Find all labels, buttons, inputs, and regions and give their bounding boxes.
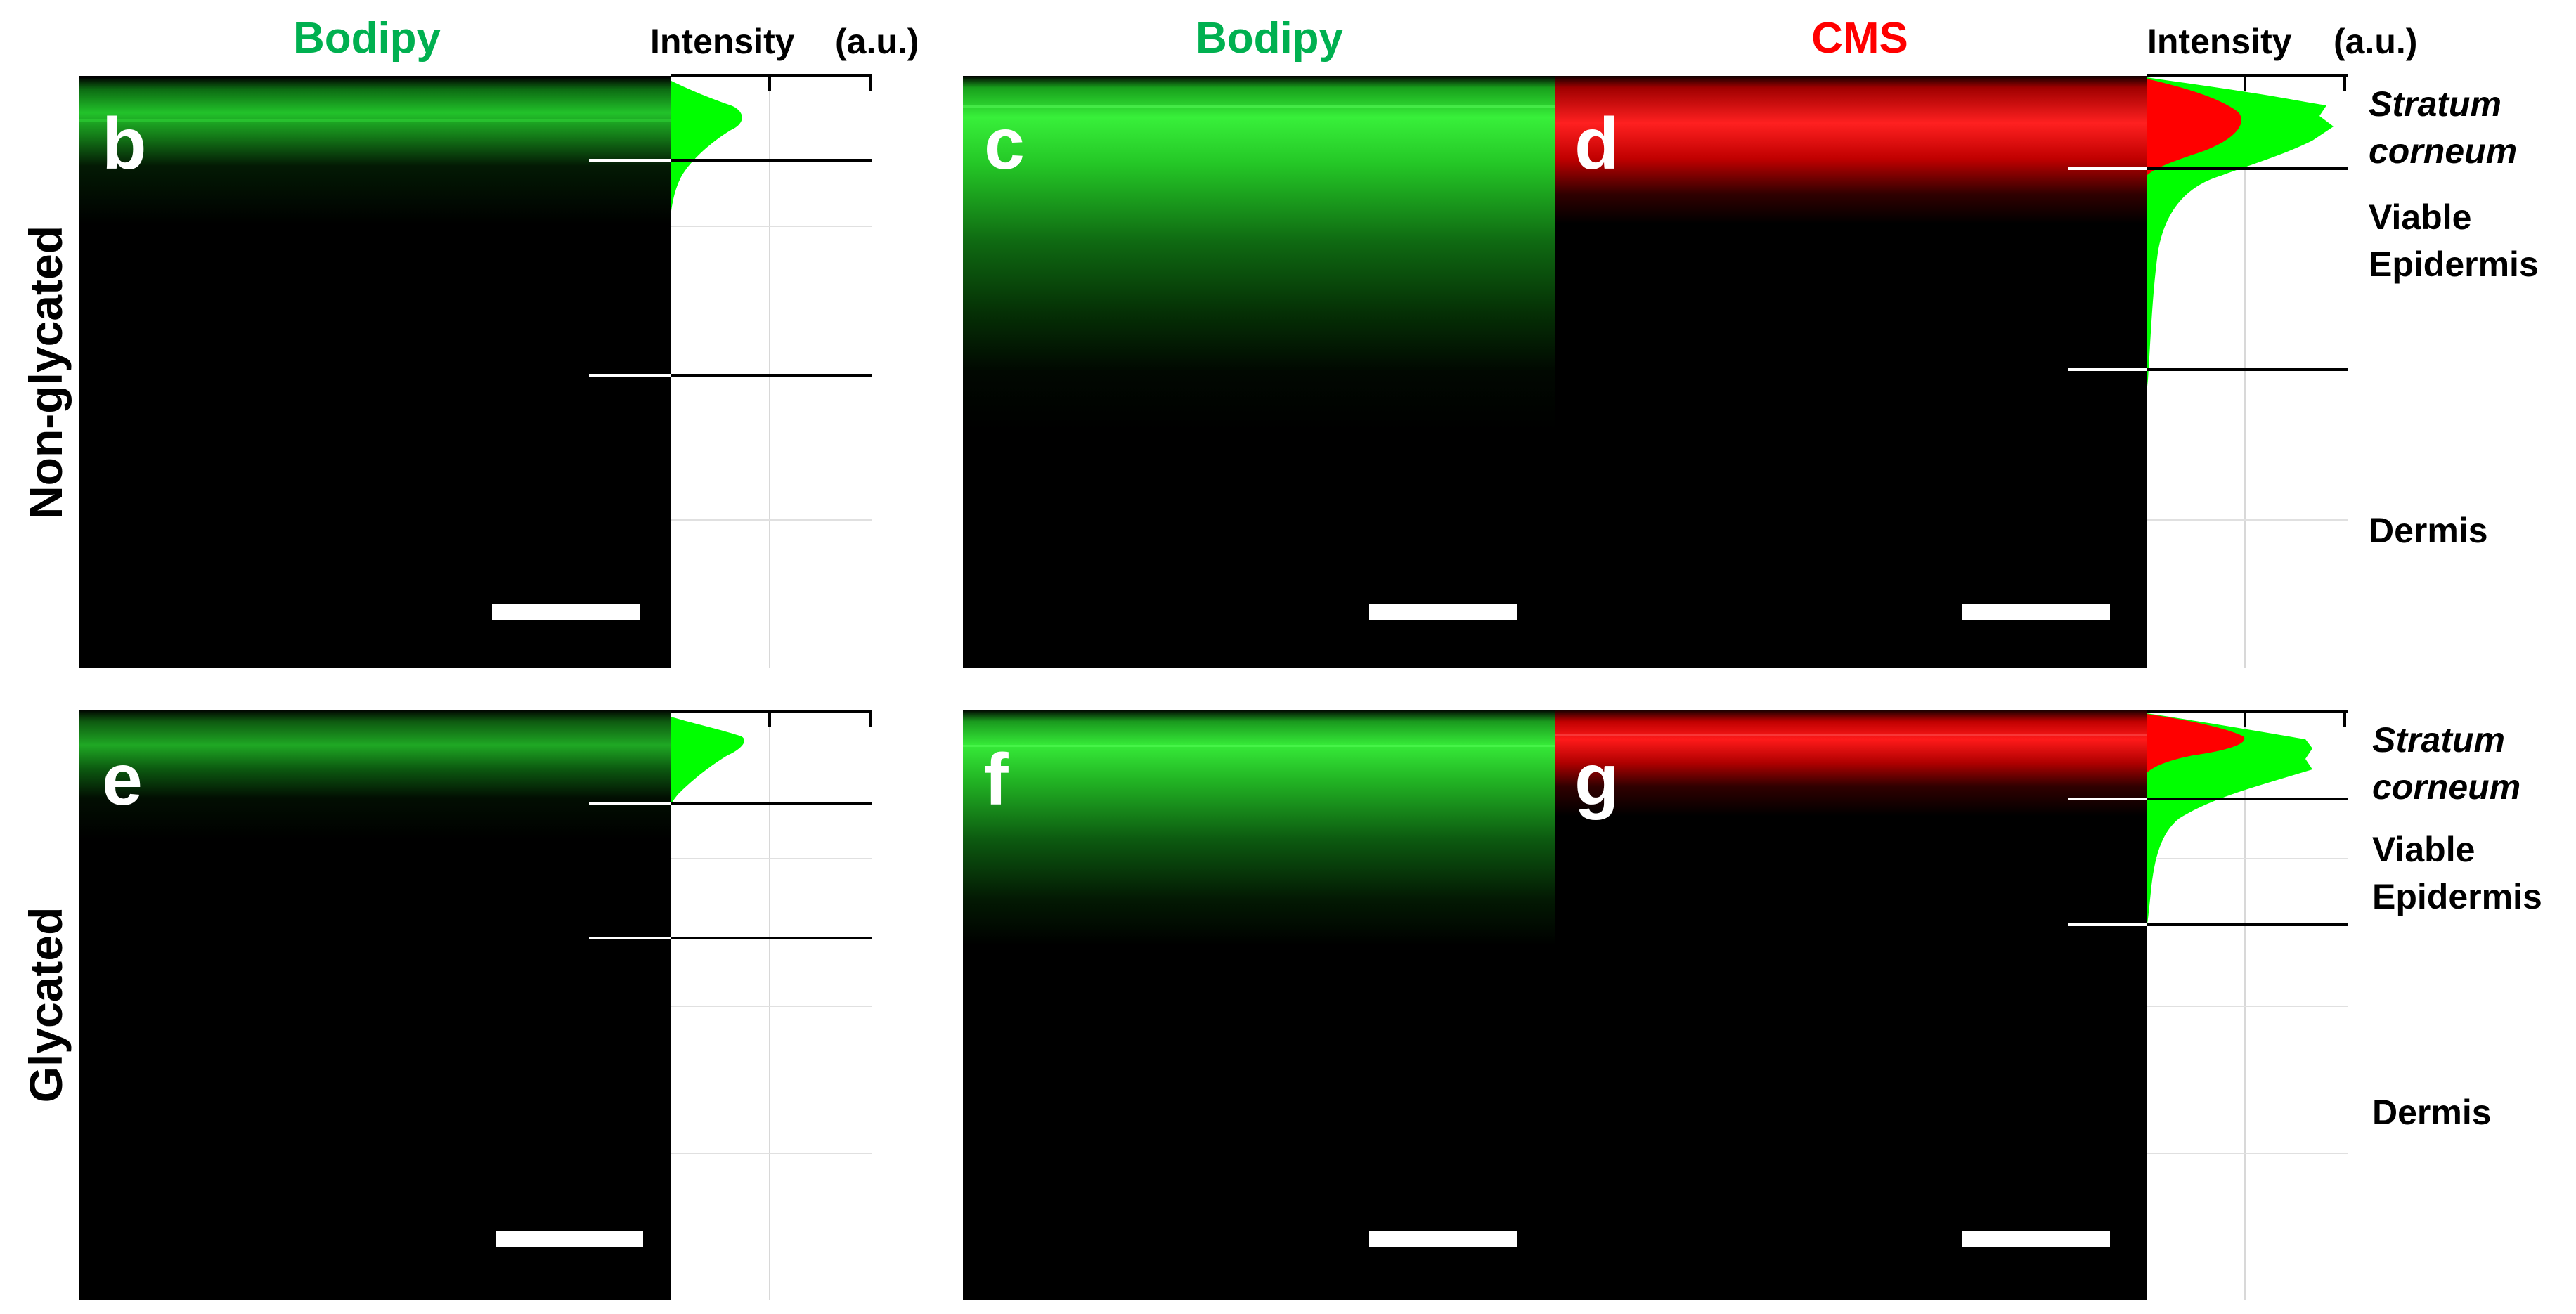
panel-d-label: d — [1574, 103, 1619, 185]
panel-b: b — [79, 76, 671, 668]
panel-d-scale-bar — [1962, 604, 2110, 620]
label-stratum-top: Stratum — [2369, 84, 2501, 124]
panel-f-scale-bar — [1369, 1231, 1517, 1247]
panel-e-label: e — [102, 739, 143, 821]
panel-g-image — [1555, 710, 2147, 1300]
panel-b-label: b — [102, 103, 147, 185]
profile-cd — [2147, 74, 2348, 668]
label-corneum-top: corneum — [2369, 131, 2517, 171]
panel-b-scale-bar — [492, 604, 640, 620]
panel-c-image — [963, 76, 1555, 668]
label-dermis-top: Dermis — [2369, 511, 2488, 550]
panel-d-image — [1555, 76, 2147, 668]
label-viable-bottom: Viable — [2372, 830, 2475, 869]
label-stratum-bottom: Stratum — [2372, 720, 2505, 760]
boundaries-right-top — [2068, 167, 2348, 371]
label-corneum-bottom: corneum — [2372, 767, 2520, 807]
panel-e: e — [79, 710, 671, 1300]
boundaries-left-bottom — [589, 802, 872, 939]
profile-fg — [2147, 710, 2348, 1300]
panel-c: c — [963, 76, 1555, 668]
header-intensity-left: Intensity — [650, 22, 795, 61]
profile-cd-bodipy — [2147, 77, 2334, 393]
header-cms: CMS — [1811, 14, 1908, 63]
panel-g-scale-bar — [1962, 1231, 2110, 1247]
panel-g-label: g — [1574, 739, 1619, 821]
boundaries-right-bottom — [2068, 798, 2348, 926]
panel-c-scale-bar — [1369, 604, 1517, 620]
panel-c-band — [963, 105, 1555, 108]
header-au-right: (a.u.) — [2334, 22, 2417, 61]
header-bodipy-right: Bodipy — [1196, 14, 1344, 63]
label-dermis-bottom: Dermis — [2372, 1093, 2492, 1132]
panel-b-image — [79, 76, 671, 668]
panel-e-scale-bar — [496, 1231, 643, 1247]
panel-e-image — [79, 710, 671, 1300]
profile-b-bodipy — [671, 81, 742, 211]
label-epidermis-top: Epidermis — [2369, 245, 2539, 284]
layer-labels-top: Stratum corneum Viable Epidermis Dermis — [2369, 84, 2539, 550]
layer-labels-bottom: Stratum corneum Viable Epidermis Dermis — [2372, 720, 2542, 1132]
panel-c-label: c — [984, 103, 1025, 185]
profile-e-bodipy — [671, 717, 744, 805]
profile-e — [671, 710, 872, 1300]
label-epidermis-bottom: Epidermis — [2372, 877, 2542, 916]
boundaries-left-top — [589, 159, 872, 377]
label-viable-top: Viable — [2369, 197, 2471, 237]
panel-g: g — [1555, 710, 2147, 1300]
panel-b-band — [79, 119, 671, 122]
header-au-left: (a.u.) — [835, 22, 919, 61]
panel-f: f — [963, 710, 1555, 1300]
profile-fg-cms — [2147, 714, 2245, 773]
panel-f-image — [963, 710, 1555, 1300]
row-label-non-glycated: Non-glycated — [20, 226, 72, 519]
panel-g-band — [1555, 734, 2147, 736]
panel-d: d — [1555, 76, 2147, 668]
profile-cd-cms — [2147, 79, 2241, 176]
panel-f-label: f — [984, 739, 1009, 821]
profile-b — [671, 74, 872, 668]
profile-fg-bodipy — [2147, 713, 2312, 928]
header-bodipy-left: Bodipy — [293, 14, 441, 63]
row-label-glycated: Glycated — [20, 907, 72, 1103]
panel-f-band — [963, 745, 1555, 747]
header-intensity-right: Intensity — [2147, 22, 2292, 61]
